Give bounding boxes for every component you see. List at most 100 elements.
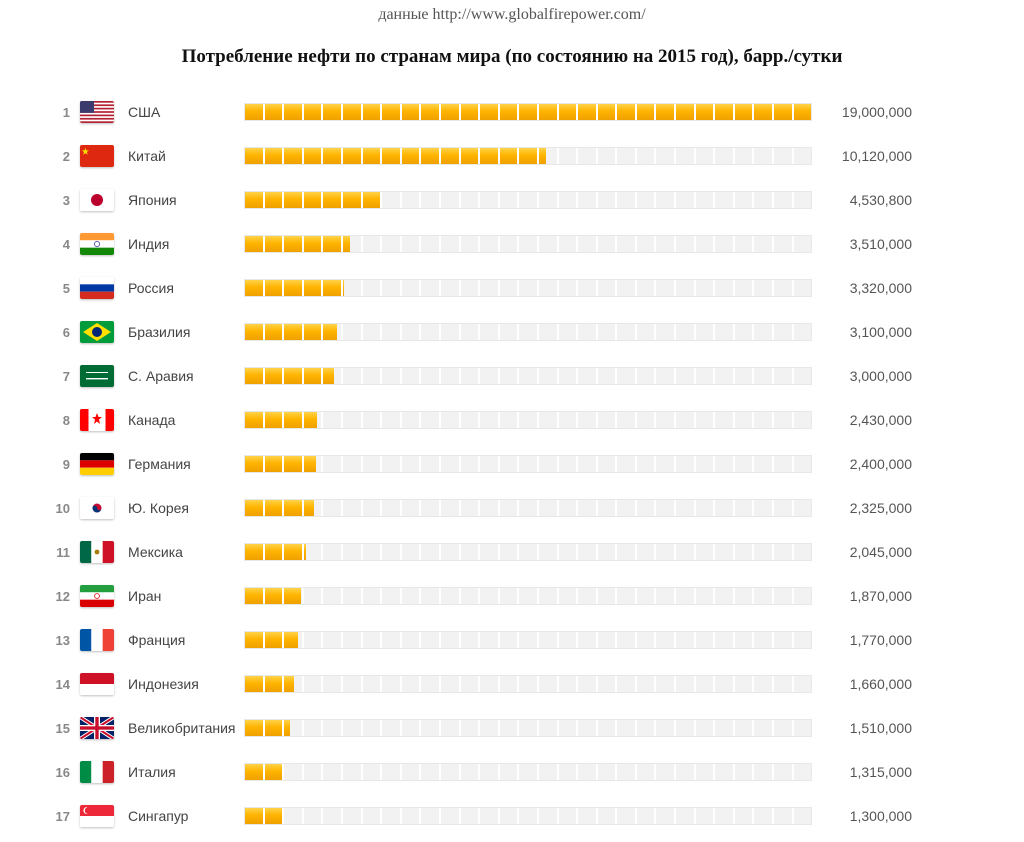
flag-icon — [80, 321, 114, 343]
country-name: С. Аравия — [114, 368, 244, 384]
country-row: 15 Великобритания 1,510,000 — [44, 710, 978, 746]
value-label: 1,770,000 — [812, 632, 912, 648]
bar-segments — [245, 500, 811, 516]
value-label: 1,510,000 — [812, 720, 912, 736]
source-text: данные http://www.globalfirepower.com/ — [0, 0, 1024, 24]
value-label: 2,325,000 — [812, 500, 912, 516]
bar-segments — [245, 192, 811, 208]
bar-segments — [245, 236, 811, 252]
country-name: Иран — [114, 588, 244, 604]
country-row: 9 Германия 2,400,000 — [44, 446, 978, 482]
rank-number: 7 — [44, 369, 80, 384]
bar-track — [244, 411, 812, 429]
bar-segments — [245, 280, 811, 296]
bar-segments — [245, 148, 811, 164]
bar-segments — [245, 632, 811, 648]
rank-number: 1 — [44, 105, 80, 120]
bar-segments — [245, 764, 811, 780]
rank-number: 6 — [44, 325, 80, 340]
rank-number: 9 — [44, 457, 80, 472]
flag-icon — [80, 409, 114, 431]
bar-segments — [245, 544, 811, 560]
value-label: 19,000,000 — [812, 104, 912, 120]
country-row: 1 США 19,000,000 — [44, 94, 978, 130]
flag-icon — [80, 453, 114, 475]
bar-track — [244, 235, 812, 253]
flag-icon — [80, 673, 114, 695]
rank-number: 17 — [44, 809, 80, 824]
country-row: 10 Ю. Корея 2,325,000 — [44, 490, 978, 526]
bar-track — [244, 807, 812, 825]
bar-track — [244, 323, 812, 341]
bar-track — [244, 279, 812, 297]
country-row: 11 Мексика 2,045,000 — [44, 534, 978, 570]
flag-icon — [80, 497, 114, 519]
country-row: 3 Япония 4,530,800 — [44, 182, 978, 218]
flag-icon — [80, 101, 114, 123]
country-row: 16 Италия 1,315,000 — [44, 754, 978, 790]
bar-segments — [245, 588, 811, 604]
country-row: 8 Канада 2,430,000 — [44, 402, 978, 438]
bar-track — [244, 455, 812, 473]
country-name: США — [114, 104, 244, 120]
bar-segments — [245, 412, 811, 428]
value-label: 3,320,000 — [812, 280, 912, 296]
rank-number: 12 — [44, 589, 80, 604]
bar-segments — [245, 324, 811, 340]
rank-number: 15 — [44, 721, 80, 736]
flag-icon — [80, 805, 114, 827]
flag-icon — [80, 189, 114, 211]
country-row: 7 С. Аравия 3,000,000 — [44, 358, 978, 394]
country-name: Мексика — [114, 544, 244, 560]
bar-track — [244, 191, 812, 209]
value-label: 2,430,000 — [812, 412, 912, 428]
flag-icon — [80, 145, 114, 167]
country-row: 13 Франция 1,770,000 — [44, 622, 978, 658]
bar-segments — [245, 104, 811, 120]
bar-track — [244, 719, 812, 737]
rank-number: 5 — [44, 281, 80, 296]
country-name: Япония — [114, 192, 244, 208]
bar-track — [244, 103, 812, 121]
oil-consumption-chart: 1 США 19,000,000 2 Китай 10,120,000 3 Яп… — [44, 94, 978, 834]
country-name: Сингапур — [114, 808, 244, 824]
country-name: Великобритания — [114, 720, 244, 736]
bar-segments — [245, 368, 811, 384]
value-label: 1,870,000 — [812, 588, 912, 604]
country-row: 14 Индонезия 1,660,000 — [44, 666, 978, 702]
flag-icon — [80, 629, 114, 651]
value-label: 1,660,000 — [812, 676, 912, 692]
rank-number: 13 — [44, 633, 80, 648]
country-name: Германия — [114, 456, 244, 472]
bar-segments — [245, 720, 811, 736]
bar-track — [244, 587, 812, 605]
country-name: Бразилия — [114, 324, 244, 340]
value-label: 10,120,000 — [812, 148, 912, 164]
flag-icon — [80, 541, 114, 563]
value-label: 2,045,000 — [812, 544, 912, 560]
country-name: Китай — [114, 148, 244, 164]
country-row: 12 Иран 1,870,000 — [44, 578, 978, 614]
bar-track — [244, 367, 812, 385]
bar-track — [244, 675, 812, 693]
value-label: 2,400,000 — [812, 456, 912, 472]
rank-number: 4 — [44, 237, 80, 252]
rank-number: 14 — [44, 677, 80, 692]
country-name: Ю. Корея — [114, 500, 244, 516]
rank-number: 8 — [44, 413, 80, 428]
country-name: Индия — [114, 236, 244, 252]
chart-title: Потребление нефти по странам мира (по со… — [0, 46, 1024, 68]
country-row: 2 Китай 10,120,000 — [44, 138, 978, 174]
bar-segments — [245, 456, 811, 472]
country-row: 5 Россия 3,320,000 — [44, 270, 978, 306]
bar-track — [244, 147, 812, 165]
flag-icon — [80, 761, 114, 783]
country-name: Италия — [114, 764, 244, 780]
bar-track — [244, 543, 812, 561]
country-row: 4 Индия 3,510,000 — [44, 226, 978, 262]
country-name: Россия — [114, 280, 244, 296]
rank-number: 16 — [44, 765, 80, 780]
rank-number: 3 — [44, 193, 80, 208]
value-label: 3,100,000 — [812, 324, 912, 340]
rank-number: 10 — [44, 501, 80, 516]
